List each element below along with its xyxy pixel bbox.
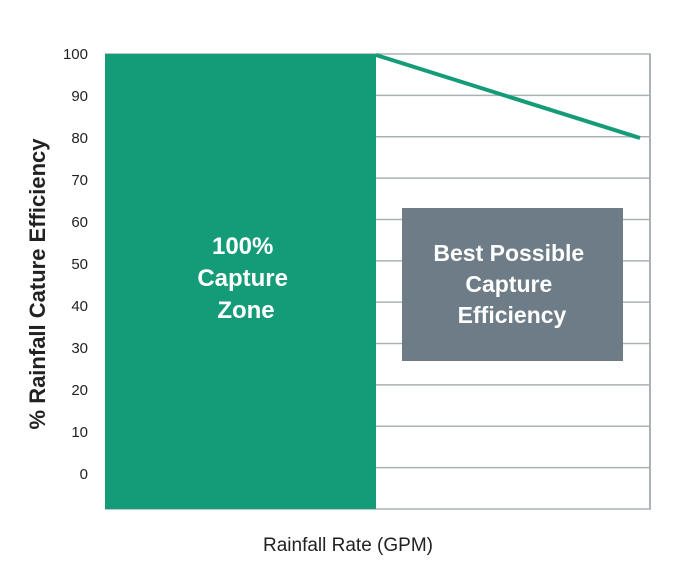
- y-tick-label: 100: [63, 46, 88, 63]
- capture-zone-label: 100% Capture Zone: [197, 233, 294, 324]
- y-tick-label: 20: [71, 382, 88, 399]
- y-tick-label: 80: [71, 130, 88, 147]
- zone-label-line: Capture: [197, 265, 288, 292]
- y-tick-label: 90: [71, 88, 88, 105]
- y-tick-label: 10: [71, 424, 88, 441]
- y-tick-label: 60: [71, 214, 88, 231]
- capture-zone-bar: [105, 54, 376, 509]
- y-tick-label: 0: [80, 466, 88, 483]
- best-possible-box: [402, 208, 623, 361]
- y-tick-label: 30: [71, 340, 88, 357]
- zone-label-line: Zone: [217, 297, 274, 324]
- y-tick-label: 50: [71, 256, 88, 273]
- y-tick-label: 40: [71, 298, 88, 315]
- best-possible-label: Best Possible Capture Efficiency: [433, 240, 590, 328]
- box-label-line: Best Possible: [433, 240, 584, 266]
- efficiency-line: [375, 53, 641, 140]
- y-tick-label: 70: [71, 172, 88, 189]
- box-label-line: Capture: [465, 271, 552, 297]
- zone-label-line: 100%: [212, 233, 273, 260]
- x-axis-label: Rainfall Rate (GPM): [263, 535, 433, 556]
- y-axis-label: % Rainfall Cature Efficiency: [25, 138, 50, 430]
- box-label-line: Efficiency: [458, 302, 567, 328]
